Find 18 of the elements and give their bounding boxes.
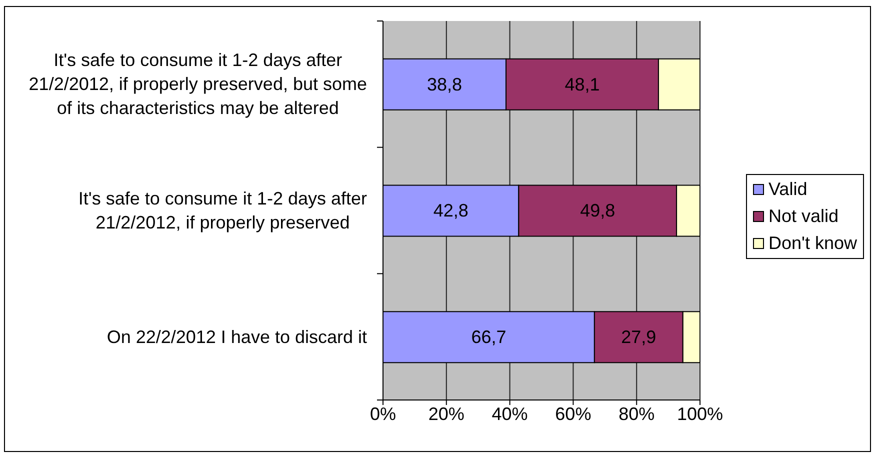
x-tick-label: 60% [555, 404, 592, 424]
x-tick-label: 80% [618, 404, 655, 424]
x-tick-label: 20% [428, 404, 464, 424]
data-label: 66,7 [471, 327, 506, 348]
data-label: 49,8 [580, 200, 616, 221]
y-tick-label: It's safe to consume it 1-2 days after 21/2/2012, if properly preserved [78, 188, 368, 232]
legend-label: Don't know [768, 232, 857, 255]
data-label: 38,8 [426, 74, 462, 94]
x-tick-label: 0% [370, 404, 396, 424]
x-tick-label: 40% [492, 404, 528, 424]
legend-label: Valid [768, 178, 808, 201]
y-tick-label: On 22/2/2012 I have to discard it [106, 326, 368, 347]
data-label: 48,1 [564, 74, 600, 94]
legend-label: Not valid [768, 205, 839, 228]
x-tick-label: 100% [676, 404, 724, 424]
data-label: 27,9 [621, 327, 656, 348]
data-label: 42,8 [433, 200, 468, 221]
y-tick-label: It's safe to consume it 1-2 days after 21/2/2012, if properly preserved, but some of its characteristics may be altered [28, 50, 368, 118]
